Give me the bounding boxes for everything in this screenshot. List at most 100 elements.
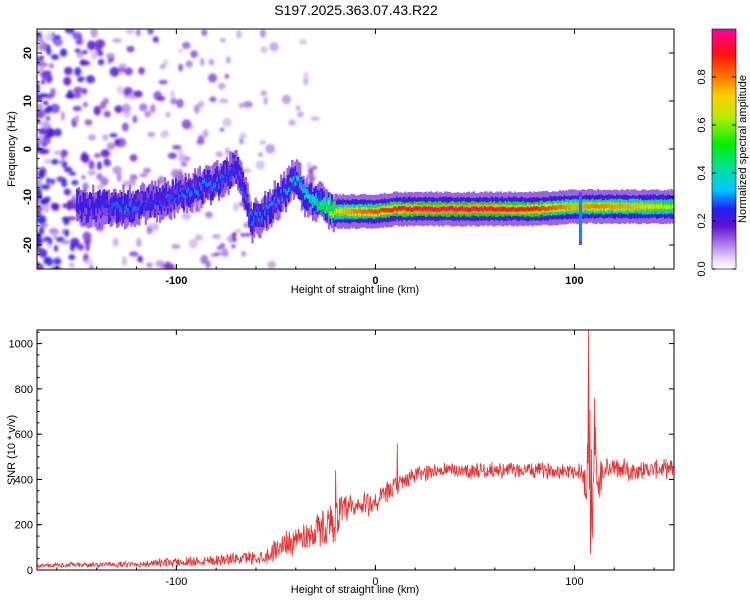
ridge-segment	[633, 203, 636, 209]
ridge-segment	[590, 203, 593, 209]
ridge-segment	[291, 178, 294, 188]
noise-blob	[37, 135, 44, 144]
ridge-segment	[566, 204, 569, 209]
ridge-segment	[584, 204, 587, 209]
noise-blob	[74, 66, 82, 77]
noise-blob	[128, 179, 137, 187]
noise-blob	[64, 229, 70, 237]
ridge-segment	[143, 206, 146, 211]
ridge-segment	[256, 211, 259, 217]
noise-blob	[129, 251, 139, 257]
ridge-segment	[358, 208, 361, 213]
ridge-segment	[303, 195, 307, 200]
noise-blob	[67, 216, 78, 221]
ridge-segment	[319, 201, 323, 211]
noise-blob	[53, 244, 59, 252]
ridge-segment	[302, 188, 305, 194]
noise-blob	[40, 70, 51, 80]
noise-blob	[46, 47, 52, 56]
ridge-segment	[391, 208, 394, 213]
ridge-segment	[334, 210, 337, 215]
ridge-segment	[248, 203, 251, 212]
noise-blob	[265, 143, 276, 154]
noise-blob	[63, 66, 73, 76]
ridge-segment	[104, 199, 108, 204]
noise-blob	[42, 100, 49, 106]
noise-blob	[176, 98, 184, 109]
snr-x-ticks: -100 0 100	[56, 330, 655, 588]
ridge-segment	[217, 184, 221, 189]
ridge-segment	[125, 197, 128, 207]
ridge-segment	[581, 204, 584, 209]
y-tick-label: 0	[22, 146, 34, 152]
ridge-segment	[214, 173, 217, 182]
ridge-segment	[133, 206, 136, 212]
noise-blob	[147, 29, 154, 35]
noise-blob	[37, 191, 43, 200]
ridge-segment	[647, 204, 651, 210]
ridge-segment	[222, 180, 225, 185]
noise-blob	[303, 77, 309, 86]
ridge-segment	[538, 206, 541, 211]
ridge-segment	[173, 199, 176, 204]
noise-blob	[52, 229, 58, 240]
ridge-segment	[103, 204, 106, 209]
ridge-segment	[311, 194, 315, 203]
noise-blob	[89, 51, 99, 60]
ridge-segment	[235, 162, 238, 168]
ridge-segment	[374, 208, 377, 214]
noise-blob	[310, 176, 316, 181]
ridge-segment	[243, 194, 246, 204]
ridge-segment	[278, 199, 281, 205]
ridge-segment	[280, 189, 283, 194]
ridge-segment	[504, 206, 507, 212]
ridge-segment	[197, 179, 200, 189]
ridge-segment	[112, 202, 116, 207]
noise-blob	[143, 167, 151, 174]
noise-blob	[45, 177, 51, 185]
snr-plot-area	[37, 330, 674, 570]
ridge-segment	[327, 200, 331, 205]
ridge-segment	[92, 202, 95, 207]
noise-blob	[100, 149, 110, 158]
ridge-segment	[254, 211, 257, 216]
ridge-segment	[136, 202, 139, 211]
ridge-segment	[211, 186, 214, 192]
ridge-segment	[305, 193, 308, 198]
noise-blob	[309, 172, 315, 177]
ridge-segment	[209, 179, 213, 195]
ridge-segment	[490, 206, 493, 211]
ridge-segment	[281, 187, 284, 203]
ridge-segment	[138, 191, 141, 206]
ridge-segment	[593, 204, 596, 209]
noise-blob	[80, 153, 89, 162]
ridge-segment	[307, 189, 310, 198]
ridge-segment	[224, 170, 227, 175]
ridge-segment	[117, 202, 120, 207]
ridge-segment	[479, 206, 482, 212]
ridge-segment	[501, 206, 504, 211]
ridge-segment	[592, 203, 595, 209]
ridge-segment	[264, 211, 267, 221]
ridge-segment	[316, 198, 319, 203]
ridge-segment	[630, 204, 633, 210]
ridge-segment	[208, 181, 211, 186]
ridge-segment	[421, 207, 424, 212]
x-tick-label: 0	[372, 275, 378, 287]
ridge-segment	[273, 196, 276, 202]
ridge-segment	[635, 204, 638, 209]
ridge-segment	[375, 209, 378, 214]
ridge-segment	[289, 177, 292, 182]
noise-blob	[260, 46, 268, 54]
ridge-segment	[203, 178, 206, 184]
ridge-segment	[79, 205, 82, 211]
ridge-segment	[194, 179, 197, 195]
ridge-segment	[176, 185, 179, 200]
ridge-segment	[418, 206, 421, 211]
ridge-segment	[100, 200, 103, 210]
ridge-segment	[206, 169, 209, 193]
ridge-segment	[302, 183, 305, 207]
ridge-segment	[342, 208, 345, 213]
noise-blob	[74, 114, 80, 123]
noise-blob	[116, 172, 122, 183]
